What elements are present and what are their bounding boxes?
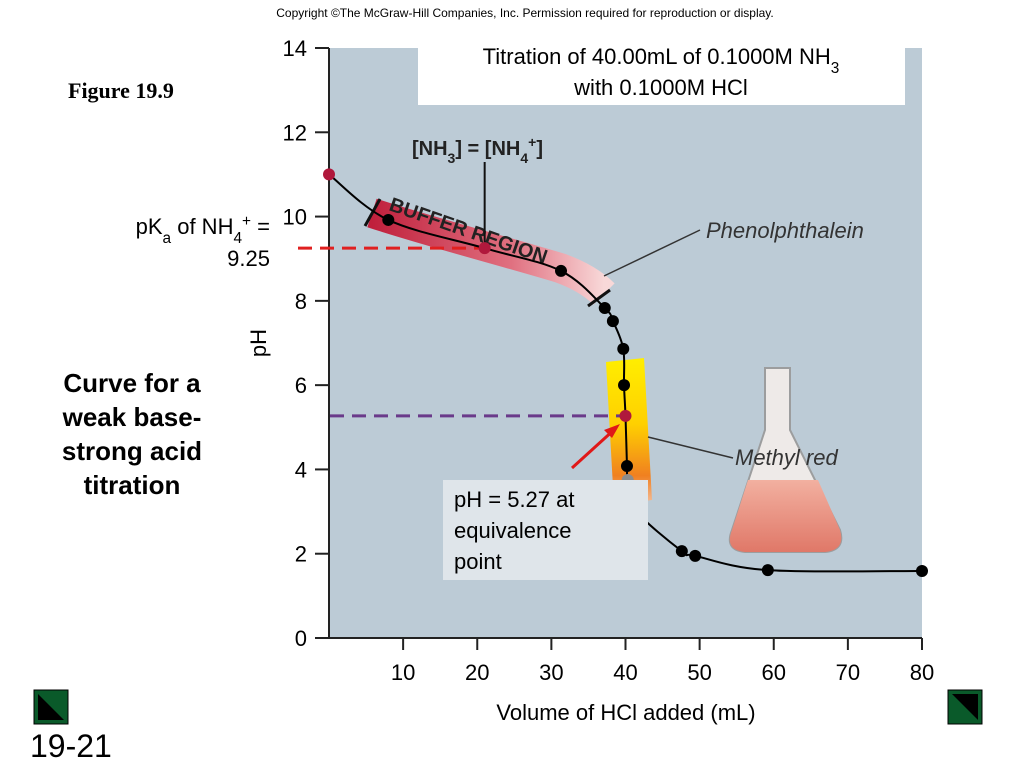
title-box — [418, 48, 905, 105]
copyright: Copyright ©The McGraw-Hill Companies, In… — [276, 6, 773, 20]
label-part: = — [251, 214, 270, 239]
y-tick-label: 8 — [295, 289, 307, 314]
x-tick-label: 10 — [391, 660, 415, 685]
pka-value: 9.25 — [227, 246, 270, 271]
eq-label: equivalence — [454, 518, 571, 543]
x-tick-label: 70 — [836, 660, 860, 685]
x-tick-label: 40 — [613, 660, 637, 685]
buffer-tick — [363, 198, 382, 227]
figure-label: Figure 19.9 — [68, 78, 174, 103]
data-point — [916, 564, 928, 577]
indicator-band — [606, 358, 652, 505]
data-point — [598, 302, 611, 315]
x-tick-label: 30 — [539, 660, 563, 685]
data-point — [606, 315, 619, 328]
data-point — [619, 409, 632, 422]
label-part: + — [528, 134, 536, 150]
x-tick-label: 80 — [910, 660, 934, 685]
x-axis-label: Volume of HCl added (mL) — [496, 700, 755, 725]
slide-number: 19-21 — [30, 728, 112, 764]
eq-arrowhead — [604, 424, 620, 438]
label-part: ] — [536, 138, 543, 160]
plot: Titration of 40.00mL of 0.1000M NH3with … — [136, 36, 935, 725]
eq-box — [443, 480, 648, 580]
nav-icon-shade — [38, 694, 64, 720]
label-part: a — [163, 230, 172, 247]
label-part: 5.27 — [507, 487, 550, 512]
label-part: pK — [136, 214, 163, 239]
y-tick-label: 0 — [295, 626, 307, 651]
x-tick-label: 60 — [762, 660, 786, 685]
caption-line: weak base- — [62, 402, 202, 432]
indicator-label: Phenolphthalein — [706, 218, 864, 243]
y-tick-label: 2 — [295, 542, 307, 567]
x-tick-label: 50 — [687, 660, 711, 685]
y-tick-label: 6 — [295, 373, 307, 398]
label-part: pH = — [454, 487, 507, 512]
label-part: 4 — [520, 150, 528, 166]
caption-line: strong acid — [62, 436, 202, 466]
caption-line: titration — [84, 470, 181, 500]
side-caption: Curve for a weak base- strong acid titra… — [62, 368, 202, 500]
label-part: [NH — [412, 138, 448, 160]
label-part: + — [242, 213, 251, 230]
caption-line: Curve for a — [63, 368, 201, 398]
data-point — [689, 549, 702, 562]
data-point — [555, 264, 568, 277]
data-point — [382, 213, 395, 226]
label-part: at — [550, 487, 574, 512]
data-point — [620, 460, 633, 473]
label-part: ] = [NH — [455, 138, 520, 160]
data-point — [323, 168, 335, 181]
x-tick-label: 20 — [465, 660, 489, 685]
leader — [603, 229, 701, 277]
label: pH = 5.27 at — [454, 487, 575, 512]
y-tick-label: 10 — [283, 205, 307, 230]
y-tick-label: 14 — [283, 36, 307, 61]
label-part: 3 — [448, 150, 456, 166]
eq-label: point — [454, 549, 502, 574]
flask-liquid — [729, 480, 842, 552]
label-part: of NH — [171, 214, 233, 239]
y-tick-label: 4 — [295, 457, 307, 482]
label: with 0.1000M HCl — [573, 75, 748, 100]
label-part: with 0.1000M HCl — [573, 75, 748, 100]
label: Titration of 40.00mL of 0.1000M NH3 — [483, 44, 840, 77]
label: pKa of NH4+ = — [136, 213, 270, 247]
nav-icon-shade — [952, 694, 978, 720]
data-point — [617, 342, 630, 355]
label: [NH3] = [NH4+] — [412, 134, 543, 166]
leader — [647, 436, 734, 459]
data-point — [675, 545, 688, 558]
y-tick-label: 12 — [283, 120, 307, 145]
y-axis-label: pH — [246, 329, 271, 357]
label-part: 3 — [831, 60, 840, 77]
label-part: 4 — [233, 230, 242, 247]
data-point — [618, 379, 631, 392]
label-part: Titration of 40.00mL of 0.1000M NH — [483, 44, 831, 69]
data-point — [761, 564, 774, 577]
buffer-tick — [587, 288, 611, 308]
data-point — [478, 242, 491, 255]
indicator-label: Methyl red — [735, 445, 838, 470]
